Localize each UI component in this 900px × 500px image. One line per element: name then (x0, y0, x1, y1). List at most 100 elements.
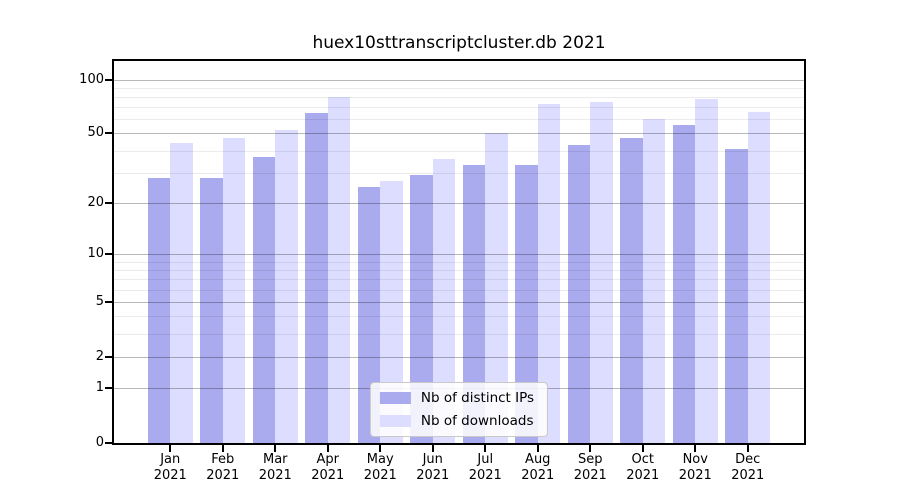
bar-downloads (275, 130, 298, 443)
gridline-major (114, 79, 804, 81)
bar-distinct-ips (357, 186, 381, 443)
x-tick-month: Mar (262, 452, 288, 467)
plot-area: Nb of distinct IPs Nb of downloads (105, 59, 806, 452)
x-tick-label: May 2021 (348, 452, 412, 484)
y-tick-label: 10 (87, 246, 104, 262)
bar-distinct-ips (672, 124, 696, 443)
x-tick-month: Dec (735, 452, 761, 467)
x-tick-month: Feb (211, 452, 235, 467)
x-tick-year: 2021 (311, 468, 345, 483)
legend-swatch-distinct-ips (379, 392, 411, 404)
x-axis: Jan 2021 Feb 2021 Mar 2021 Apr 2021 May 2021 Jun 20… (114, 452, 804, 492)
bar-distinct-ips (410, 175, 433, 443)
x-tick-mark (746, 443, 749, 452)
y-axis: 0 1 2 5 10 20 50 100 (0, 61, 104, 450)
x-tick-month: Sep (577, 452, 603, 467)
bar-downloads (642, 119, 666, 443)
x-tick-label: Jul 2021 (453, 452, 517, 484)
x-tick-year: 2021 (731, 468, 765, 483)
x-tick-month: Jun (422, 452, 443, 467)
legend: Nb of distinct IPs Nb of downloads (369, 382, 549, 437)
legend-item-distinct-ips: Nb of distinct IPs (379, 390, 535, 406)
y-tick-mark (105, 78, 114, 81)
x-tick-month: Jan (160, 452, 181, 467)
bar-downloads (170, 143, 193, 443)
x-tick-label: Oct 2021 (611, 452, 675, 484)
x-tick-year: 2021 (258, 468, 292, 483)
legend-swatch-downloads (379, 415, 411, 427)
bar-distinct-ips (305, 113, 328, 443)
x-tick-label: Nov 2021 (663, 452, 727, 484)
bar-distinct-ips (515, 165, 538, 443)
x-tick-mark (379, 443, 382, 452)
bar-distinct-ips (252, 156, 276, 443)
x-tick-year: 2021 (626, 468, 660, 483)
y-tick-mark (105, 387, 114, 390)
gridline-minor (114, 87, 804, 89)
y-tick-label: 20 (87, 195, 104, 211)
x-tick-year: 2021 (363, 468, 397, 483)
x-tick-mark (326, 443, 329, 452)
bar-downloads (432, 158, 456, 443)
bar-distinct-ips (620, 138, 643, 443)
plot-inner: Nb of distinct IPs Nb of downloads (105, 61, 804, 452)
bar-distinct-ips (200, 177, 223, 443)
x-tick-mark (694, 443, 697, 452)
legend-label-downloads: Nb of downloads (420, 413, 534, 429)
bar-downloads (327, 97, 351, 443)
x-tick-year: 2021 (206, 468, 240, 483)
bar-downloads (222, 138, 246, 443)
x-tick-label: Sep 2021 (558, 452, 622, 484)
x-tick-label: Mar 2021 (243, 452, 307, 484)
x-tick-month: Aug (525, 452, 551, 467)
x-tick-mark (536, 443, 539, 452)
y-tick-mark (105, 202, 114, 205)
bar-distinct-ips (725, 148, 748, 443)
x-tick-label: Feb 2021 (191, 452, 255, 484)
bar-distinct-ips (567, 145, 591, 443)
x-tick-mark (641, 443, 644, 452)
y-tick-label: 2 (95, 348, 104, 364)
y-tick-mark (105, 300, 114, 303)
bar-downloads (485, 133, 508, 443)
bar-downloads (695, 99, 718, 443)
x-tick-year: 2021 (678, 468, 712, 483)
bar-downloads (747, 111, 771, 443)
x-tick-month: Oct (631, 452, 654, 467)
chart-title: huex10sttranscriptcluster.db 2021 (312, 33, 606, 53)
x-tick-year: 2021 (521, 468, 555, 483)
x-tick-mark (431, 443, 434, 452)
bar-distinct-ips (147, 177, 171, 443)
x-tick-month: Nov (682, 452, 708, 467)
y-tick-mark (105, 132, 114, 135)
x-tick-year: 2021 (573, 468, 607, 483)
legend-label-distinct-ips: Nb of distinct IPs (420, 390, 535, 406)
x-tick-mark (169, 443, 172, 452)
x-tick-year: 2021 (468, 468, 502, 483)
x-tick-year: 2021 (153, 468, 187, 483)
x-tick-mark (221, 443, 224, 452)
y-tick-label: 1 (95, 380, 104, 396)
x-tick-month: Apr (316, 452, 340, 467)
x-tick-label: Aug 2021 (506, 452, 570, 484)
x-tick-label: Dec 2021 (716, 452, 780, 484)
y-tick-mark (105, 355, 114, 358)
y-tick-label: 50 (87, 125, 104, 141)
gridline-minor (114, 97, 804, 99)
legend-item-downloads: Nb of downloads (379, 413, 534, 429)
y-tick-mark (105, 442, 114, 444)
bar-downloads (380, 180, 403, 443)
bar-downloads (590, 102, 613, 443)
y-tick-mark (105, 253, 114, 256)
x-tick-month: Jul (477, 452, 494, 467)
bar-downloads (537, 104, 561, 443)
x-tick-label: Apr 2021 (296, 452, 360, 484)
x-tick-mark (274, 443, 277, 452)
x-tick-month: May (366, 452, 394, 467)
y-tick-label: 0 (95, 435, 104, 450)
x-tick-year: 2021 (416, 468, 450, 483)
bar-distinct-ips (462, 165, 486, 443)
x-tick-label: Jun 2021 (401, 452, 465, 484)
y-tick-label: 100 (79, 71, 104, 87)
